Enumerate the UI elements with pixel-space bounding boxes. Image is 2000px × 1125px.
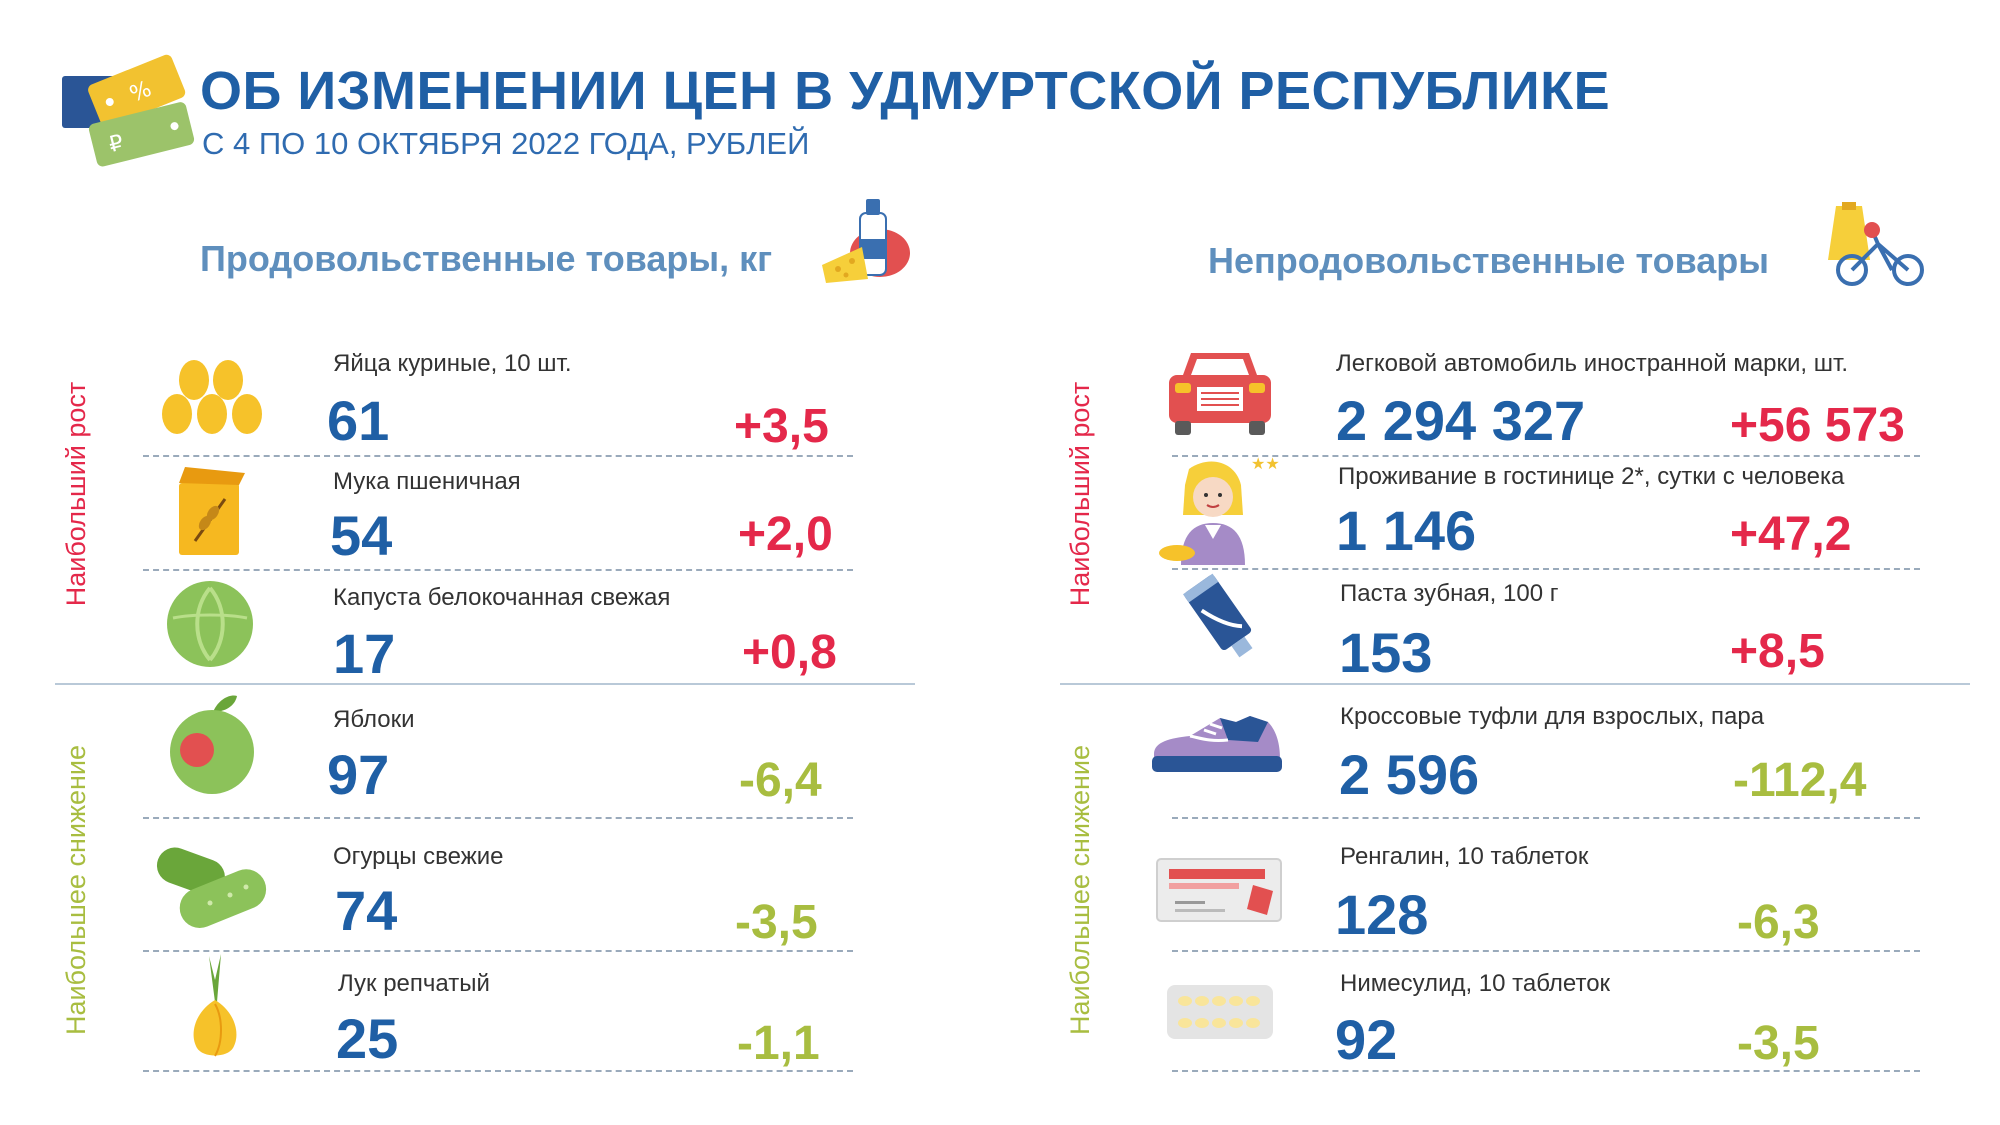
item-price: 153 — [1339, 621, 1433, 684]
item-name: Кроссовые туфли для взрослых, пара — [1340, 703, 1765, 730]
nonfood-decrease-label: Наибольшее снижение — [1065, 744, 1095, 1036]
item-name: Яйца куриные, 10 шт. — [333, 350, 572, 377]
item-change: -3,5 — [1737, 1017, 1820, 1070]
item-price: 61 — [327, 389, 390, 452]
item-change: +0,8 — [742, 626, 837, 679]
eggs-icon — [162, 360, 262, 434]
row-divider — [143, 569, 853, 571]
item-name: Паста зубная, 100 г — [1340, 580, 1559, 607]
row-divider — [1172, 817, 1920, 819]
item-price: 17 — [333, 622, 396, 685]
svg-text:★★: ★★ — [1251, 455, 1280, 473]
nonfood-section-title: Непродовольственные товары — [1208, 240, 1770, 281]
item-price: 92 — [1335, 1008, 1398, 1071]
item-price: 128 — [1335, 883, 1429, 946]
item-change: +56 573 — [1730, 399, 1905, 452]
price-tags-logo-icon: % ₽ — [62, 54, 195, 167]
item-price: 2 596 — [1339, 743, 1480, 806]
nonfood-section-divider — [1060, 683, 1970, 685]
item-change: -6,3 — [1737, 896, 1820, 949]
item-price: 1 146 — [1336, 499, 1477, 562]
item-name: Нимесулид, 10 таблеток — [1340, 970, 1611, 997]
page-subtitle: С 4 ПО 10 ОКТЯБРЯ 2022 ГОДА, РУБЛЕЙ — [202, 126, 810, 161]
item-name: Капуста белокочанная свежая — [333, 584, 671, 611]
item-name: Мука пшеничная — [333, 468, 521, 495]
item-name: Лук репчатый — [338, 970, 490, 997]
item-name: Огурцы свежие — [333, 843, 504, 870]
pill-blister-icon — [1167, 985, 1273, 1039]
item-price: 2 294 327 — [1336, 389, 1586, 452]
groceries-icon — [822, 199, 910, 283]
item-price: 74 — [335, 879, 398, 942]
item-price: 25 — [336, 1007, 399, 1070]
sneaker-icon — [1152, 716, 1282, 772]
food-section-title: Продовольственные товары, кг — [200, 238, 773, 279]
row-divider — [1172, 1070, 1920, 1072]
item-change: +3,5 — [734, 400, 829, 453]
item-change: -6,4 — [739, 754, 822, 807]
row-divider — [1172, 950, 1920, 952]
onion-icon — [193, 954, 237, 1057]
row-divider — [1172, 568, 1920, 570]
row-divider — [1172, 455, 1920, 457]
nonfood-increase-label: Наибольший рост — [1065, 381, 1095, 607]
item-price: 54 — [330, 504, 393, 567]
item-name: Ренгалин, 10 таблеток — [1340, 843, 1589, 870]
row-divider — [143, 817, 853, 819]
food-increase-label: Наибольший рост — [61, 381, 91, 607]
clothes-bicycle-icon — [1828, 202, 1924, 286]
row-divider — [143, 1070, 853, 1072]
svg-text:₽: ₽ — [106, 130, 126, 158]
page-title: ОБ ИЗМЕНЕНИИ ЦЕН В УДМУРТСКОЙ РЕСПУБЛИКЕ — [200, 61, 1611, 121]
hotel-receptionist-icon: ★★ — [1159, 455, 1280, 565]
item-change: -112,4 — [1733, 754, 1867, 807]
apple-icon — [170, 695, 254, 794]
food-section-divider — [55, 683, 915, 685]
item-change: +2,0 — [738, 508, 833, 561]
cucumber-icon — [156, 847, 267, 928]
toothpaste-icon — [1183, 573, 1253, 658]
cabbage-icon — [167, 581, 253, 667]
item-change: +8,5 — [1730, 625, 1825, 678]
item-name: Проживание в гостинице 2*, сутки с челов… — [1338, 463, 1845, 490]
row-divider — [143, 950, 853, 952]
item-change: -3,5 — [735, 896, 818, 949]
row-divider — [143, 455, 853, 457]
food-decrease-label: Наибольшее снижение — [61, 744, 91, 1036]
item-change: -1,1 — [737, 1017, 820, 1070]
flour-icon — [179, 467, 245, 555]
pill-box-icon — [1156, 858, 1282, 922]
item-name: Яблоки — [333, 706, 415, 733]
item-name: Легковой автомобиль иностранной марки, ш… — [1336, 350, 1849, 377]
item-price: 97 — [327, 743, 390, 806]
item-change: +47,2 — [1730, 508, 1852, 561]
car-icon — [1169, 353, 1271, 435]
